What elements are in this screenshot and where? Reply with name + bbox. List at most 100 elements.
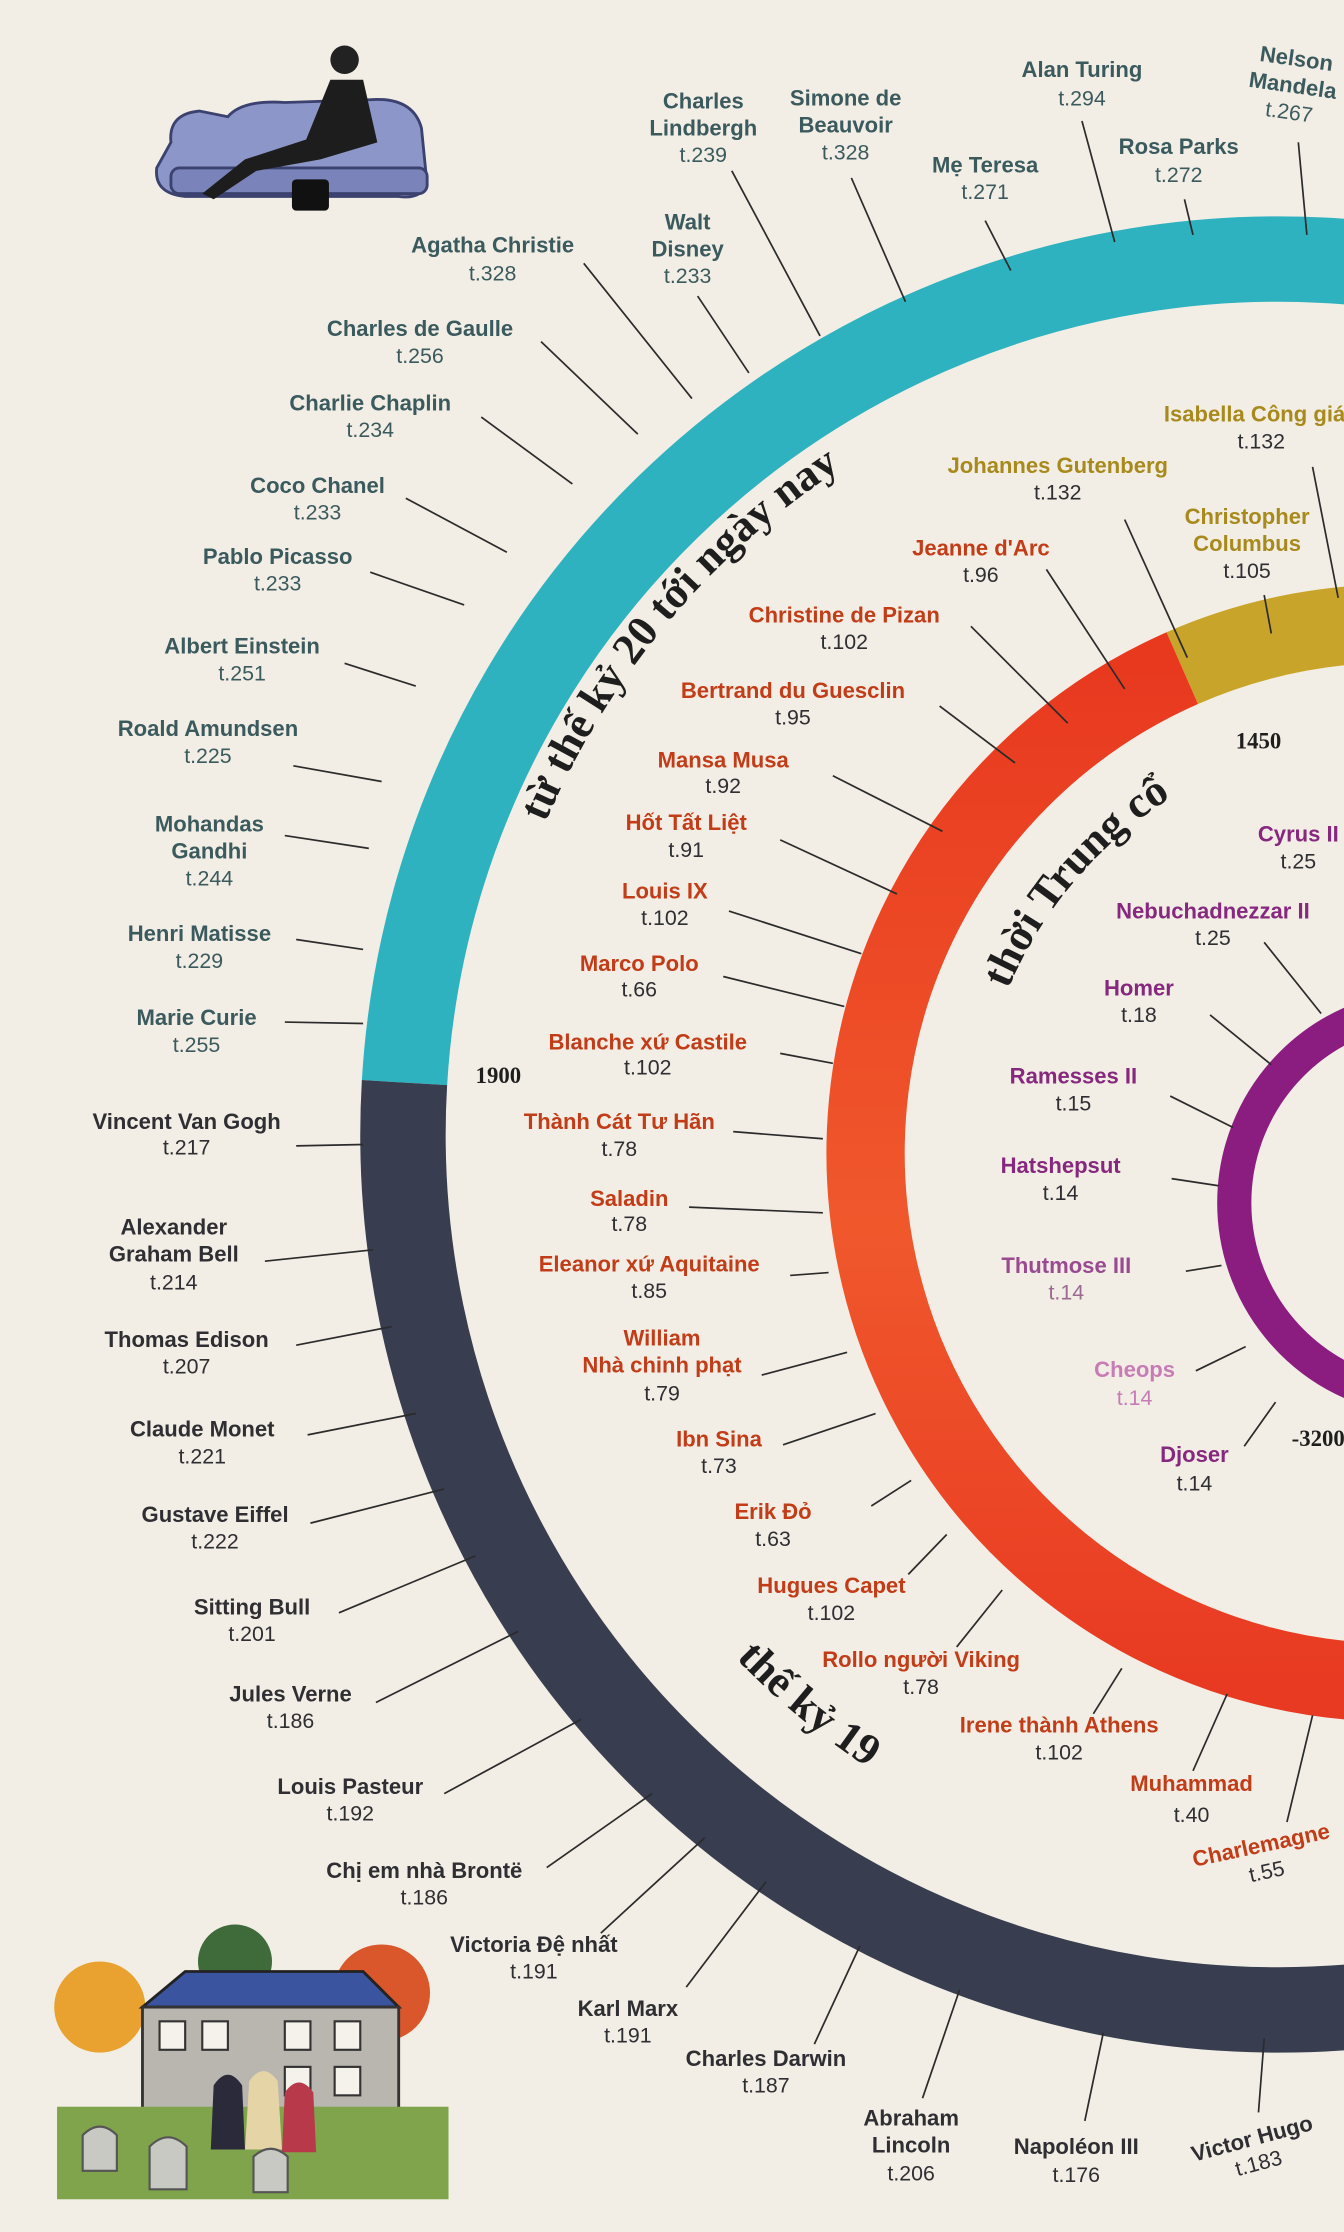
person-name: Abraham Lincoln (863, 2105, 959, 2157)
page-number: t.25 (1195, 926, 1231, 950)
page-number: t.132 (1238, 429, 1285, 453)
person-name: Thành Cát Tư Hãn (524, 1109, 715, 1134)
leader-line (1297, 142, 1308, 235)
page-number: t.217 (163, 1135, 210, 1159)
page-number: t.244 (186, 866, 234, 890)
person-name: Hatshepsut (1001, 1153, 1122, 1178)
person-name: Irene thành Athens (960, 1712, 1159, 1737)
person-name-line: Hugues Capet (757, 1573, 906, 1598)
leader-line (310, 1488, 445, 1524)
page-number: t.229 (176, 949, 223, 973)
person-name: Nebuchadnezzar II (1116, 898, 1310, 923)
leader-line (790, 1271, 829, 1277)
person-name-line: Disney (652, 236, 725, 261)
person-name-line: Alan Turing (1022, 57, 1143, 82)
leader-line (728, 910, 862, 955)
person-name: Claude Monet (130, 1416, 275, 1441)
person-name-line: Louis IX (622, 878, 708, 903)
person-name-line: Agatha Christie (411, 232, 574, 257)
person-name-line: Hatshepsut (1001, 1153, 1122, 1178)
leader-line (731, 170, 821, 337)
ring-renaissance (1166, 586, 1344, 705)
page-number: t.66 (621, 977, 657, 1001)
page-number: t.15 (1056, 1091, 1092, 1115)
person-name: Djoser (1160, 1442, 1229, 1467)
leader-line (780, 1052, 834, 1065)
page-number: t.78 (903, 1675, 939, 1699)
person-label: Irene thành Athens t.102 (960, 1712, 1159, 1764)
person-label: Alan Turing t.294 (1022, 57, 1143, 110)
person-label: Cyrus II t.25 (1258, 821, 1339, 873)
leader-line (600, 1837, 706, 1934)
person-name: Karl Marx (578, 1996, 679, 2021)
leader-line (1192, 1693, 1228, 1772)
person-name: Jules Verne (229, 1681, 352, 1706)
leader-line (956, 1589, 1003, 1648)
page-number: t.79 (644, 1382, 680, 1406)
person-name: Homer (1104, 975, 1174, 1000)
person-label: Djoser t.14 (1160, 1442, 1229, 1495)
person-label: Jeanne d'Arc t.96 (912, 535, 1050, 587)
person-name: Roald Amundsen (118, 716, 298, 741)
person-label: Chị em nhà Brontë t.186 (326, 1858, 522, 1910)
person-name-line: Thutmose III (1001, 1253, 1131, 1278)
leader-line (779, 839, 898, 895)
person-name: Thutmose III (1001, 1253, 1131, 1278)
person-name-line: Columbus (1193, 531, 1301, 556)
sofa-illustration (155, 45, 429, 211)
person-name-line: Charlie Chaplin (289, 390, 451, 415)
person-label: Coco Chanel t.233 (250, 473, 385, 525)
person-name: Louis IX (622, 878, 708, 903)
page-number: t.78 (611, 1212, 647, 1236)
leader-line (832, 775, 943, 833)
person-label: Mohandas Gandhi t.244 (155, 811, 264, 890)
person-name: Agatha Christie (411, 232, 574, 257)
person-name: Henri Matisse (128, 921, 271, 946)
leader-line (782, 1412, 876, 1446)
person-name: Coco Chanel (250, 473, 385, 498)
person-name-line: Albert Einstein (164, 634, 320, 659)
page-number: t.186 (267, 1709, 314, 1733)
page-number: t.102 (641, 906, 688, 930)
person-label: Claude Monet t.221 (130, 1416, 275, 1468)
page-number: t.132 (1034, 481, 1081, 505)
person-label: Eleanor xứ Aquitaine t.85 (539, 1251, 760, 1303)
page-number: t.191 (510, 1960, 557, 1984)
page-number: t.63 (755, 1527, 791, 1551)
person-label: Muhammad t.40 (1130, 1771, 1253, 1827)
page-number: t.233 (254, 572, 301, 596)
page-number: t.25 (1281, 849, 1317, 873)
leader-line (1183, 199, 1194, 236)
leader-line (443, 1718, 582, 1795)
person-name: Alan Turing (1022, 57, 1143, 82)
page-number: t.187 (742, 2073, 789, 2097)
leader-line (1263, 594, 1273, 634)
leader-line (689, 1206, 823, 1214)
person-label: Hugues Capet t.102 (757, 1573, 906, 1625)
page-number: t.328 (822, 140, 869, 164)
page-number: t.222 (191, 1530, 238, 1554)
leader-line (850, 177, 907, 303)
page-number: t.201 (228, 1622, 275, 1646)
person-name-line: Charles de Gaulle (327, 316, 513, 341)
person-label: Pablo Picasso t.233 (203, 544, 352, 596)
person-name-line: Blanche xứ Castile (549, 1029, 748, 1054)
leader-line (307, 1412, 416, 1436)
leader-line (1195, 1345, 1247, 1372)
leader-line (369, 571, 465, 606)
person-label: William Nhà chinh phạt t.79 (582, 1325, 742, 1405)
person-name-line: Jeanne d'Arc (912, 535, 1050, 560)
person-name-line: Djoser (1160, 1442, 1229, 1467)
person-name-line: Roald Amundsen (118, 716, 298, 741)
person-name-line: William (624, 1325, 701, 1350)
person-name: Gustave Eiffel (142, 1502, 289, 1527)
leader-line (284, 834, 369, 850)
person-name: Marco Polo (580, 951, 699, 976)
leader-line (1081, 120, 1116, 243)
leader-line (870, 1479, 912, 1507)
person-name: Rollo người Viking (822, 1647, 1020, 1672)
person-label: Christine de Pizan t.102 (749, 602, 940, 654)
page-number: t.73 (701, 1454, 737, 1478)
